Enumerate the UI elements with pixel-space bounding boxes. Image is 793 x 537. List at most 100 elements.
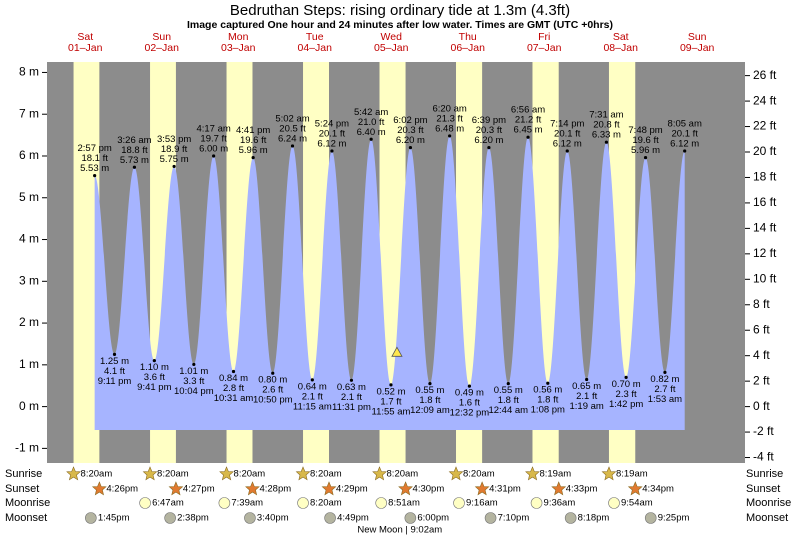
sunrise-icon bbox=[601, 466, 617, 481]
y2-tick-label: 26 ft bbox=[753, 68, 777, 82]
extreme-feet: 19.6 ft bbox=[632, 135, 659, 146]
date-label: 08–Jan bbox=[603, 42, 638, 54]
extreme-time: 6:56 am bbox=[511, 105, 545, 116]
extreme-point bbox=[212, 154, 216, 158]
extreme-time: 5:02 am bbox=[275, 113, 309, 124]
y-tick-label: 1 m bbox=[19, 357, 39, 371]
sunset-label: 4:34pm bbox=[642, 484, 674, 495]
extreme-time: 7:14 pm bbox=[550, 118, 584, 129]
extreme-point bbox=[624, 375, 628, 379]
moonrise-icon bbox=[297, 497, 309, 509]
extreme-point bbox=[389, 383, 393, 387]
extreme-meters: 5.53 m bbox=[80, 163, 109, 174]
moonrise-label: 9:36am bbox=[544, 498, 576, 509]
extreme-point bbox=[408, 146, 413, 150]
y2-tick-label: -2 ft bbox=[753, 424, 774, 438]
moonrise-label: 8:51am bbox=[388, 498, 420, 509]
chart-subtitle: Image captured One hour and 24 minutes a… bbox=[187, 19, 613, 31]
extreme-point bbox=[310, 378, 314, 382]
y2-tick-label: 24 ft bbox=[753, 93, 777, 107]
extreme-time: 12:44 am bbox=[488, 405, 528, 416]
date-label: 02–Jan bbox=[145, 42, 180, 54]
extreme-point bbox=[526, 135, 530, 139]
sunset-icon bbox=[321, 481, 337, 496]
date-label: 05–Jan bbox=[374, 42, 409, 54]
moonset-label: 9:25pm bbox=[658, 513, 690, 524]
extreme-feet: 2.1 ft bbox=[341, 392, 362, 403]
sunrise-icon bbox=[448, 466, 464, 481]
current-level-marker bbox=[391, 346, 403, 357]
y-tick-label: 5 m bbox=[19, 190, 39, 204]
sunset-label: 4:27pm bbox=[183, 484, 215, 495]
extreme-time: 11:55 am bbox=[372, 406, 411, 417]
row-label-right: Sunset bbox=[746, 483, 780, 495]
extreme-meters: 5.73 m bbox=[120, 155, 149, 166]
extreme-meters: 6.24 m bbox=[278, 133, 307, 144]
y2-tick-label: 12 ft bbox=[753, 246, 777, 260]
moonset-icon bbox=[164, 512, 176, 524]
y2-tick-label: -4 ft bbox=[753, 450, 774, 464]
extreme-point bbox=[506, 382, 510, 386]
y2-tick-label: 8 ft bbox=[753, 297, 770, 311]
extreme-meters: 0.64 m bbox=[298, 381, 327, 392]
weekday-label: Sat bbox=[77, 31, 93, 43]
extreme-time: 1:19 am bbox=[569, 401, 603, 412]
extreme-feet: 1.8 ft bbox=[537, 395, 558, 406]
extreme-time: 1:42 pm bbox=[609, 399, 643, 410]
chart-title: Bedruthan Steps: rising ordinary tide at… bbox=[230, 2, 570, 19]
y2-tick-label: 22 ft bbox=[753, 119, 777, 133]
y-tick-label: -1 m bbox=[15, 441, 39, 455]
sunrise-label: 8:19am bbox=[539, 469, 571, 480]
row-label-right: Sunrise bbox=[746, 468, 783, 480]
y-tick-label: 7 m bbox=[19, 106, 39, 120]
extreme-feet: 3.6 ft bbox=[144, 372, 165, 383]
weekday-label: Tue bbox=[306, 31, 324, 43]
extreme-meters: 1.10 m bbox=[140, 362, 169, 373]
extreme-feet: 4.1 ft bbox=[104, 366, 125, 377]
extreme-point bbox=[330, 149, 334, 153]
extreme-feet: 2.1 ft bbox=[302, 391, 323, 402]
extreme-feet: 1.8 ft bbox=[419, 395, 440, 406]
extreme-time: 1:53 am bbox=[648, 394, 682, 405]
extreme-point bbox=[604, 140, 609, 144]
sunset-icon bbox=[168, 481, 184, 496]
moonset-icon bbox=[244, 512, 256, 524]
extreme-meters: 6.12 m bbox=[553, 138, 582, 149]
sunrise-label: 8:20am bbox=[81, 469, 113, 480]
weekday-label: Sat bbox=[613, 31, 629, 43]
sunset-label: 4:26pm bbox=[106, 484, 138, 495]
row-label-right: Moonset bbox=[746, 512, 788, 524]
extreme-meters: 6.12 m bbox=[670, 138, 699, 149]
row-label: Moonset bbox=[5, 512, 47, 524]
date-label: 07–Jan bbox=[527, 42, 562, 54]
y-tick-label: 0 m bbox=[19, 399, 39, 413]
extreme-time: 4:17 am bbox=[196, 124, 230, 135]
extreme-meters: 0.82 m bbox=[650, 374, 679, 385]
sunset-icon bbox=[474, 481, 490, 496]
extreme-meters: 0.70 m bbox=[612, 379, 641, 390]
moonset-label: 7:10pm bbox=[498, 513, 530, 524]
extreme-point bbox=[585, 377, 589, 382]
extreme-feet: 1.6 ft bbox=[459, 398, 480, 409]
extreme-feet: 2.3 ft bbox=[616, 389, 637, 400]
sunrise-icon bbox=[295, 466, 311, 481]
extreme-point bbox=[290, 144, 295, 148]
date-label: 03–Jan bbox=[221, 42, 256, 54]
y2-tick-label: 0 ft bbox=[753, 399, 770, 413]
extreme-feet: 20.1 ft bbox=[554, 128, 581, 139]
sunrise-label: 8:20am bbox=[234, 469, 266, 480]
extreme-feet: 1.8 ft bbox=[498, 395, 519, 406]
moonset-label: 2:38pm bbox=[177, 513, 209, 524]
extreme-point bbox=[369, 137, 373, 141]
sunrise-icon bbox=[219, 466, 234, 481]
y2-tick-label: 14 ft bbox=[753, 221, 777, 235]
sunset-label: 4:30pm bbox=[413, 484, 445, 495]
sunrise-icon bbox=[372, 466, 387, 481]
extreme-feet: 21.2 ft bbox=[515, 115, 542, 126]
extreme-point bbox=[448, 134, 452, 138]
extreme-point bbox=[565, 149, 569, 153]
extreme-meters: 6.40 m bbox=[357, 127, 386, 138]
y-tick-label: 4 m bbox=[19, 232, 39, 246]
extreme-time: 7:48 pm bbox=[628, 125, 662, 136]
